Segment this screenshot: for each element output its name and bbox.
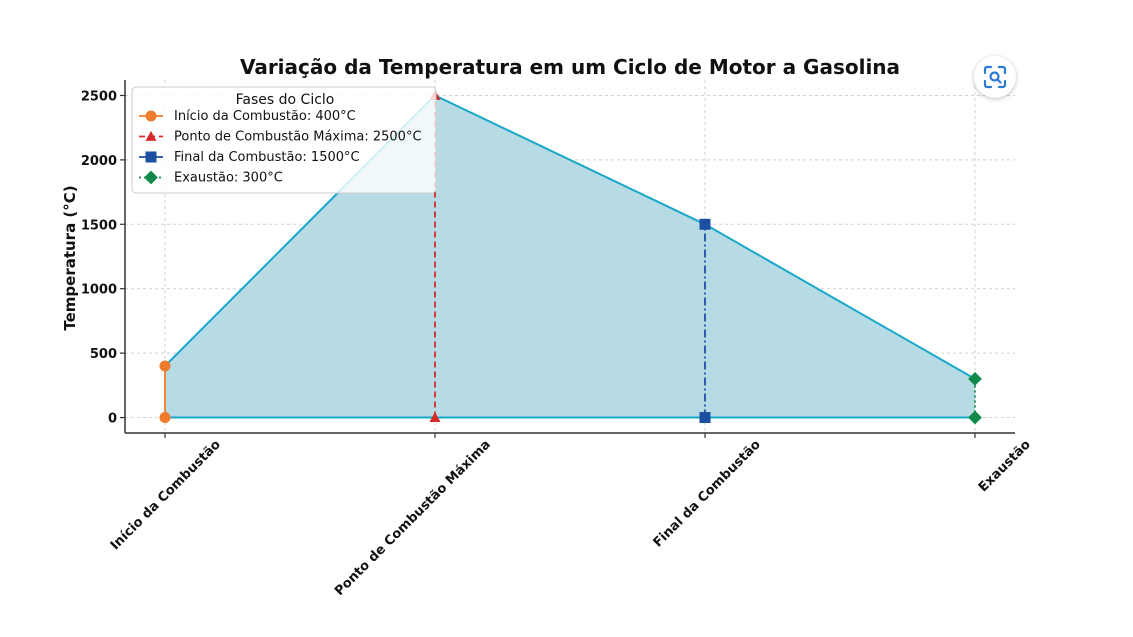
- y-tick-label-4: 2000: [81, 154, 117, 169]
- phase-marker-base-2: [699, 412, 711, 424]
- lens-search-button[interactable]: [974, 56, 1016, 98]
- lens-search-icon: [983, 65, 1007, 89]
- legend-entry-2: Final da Combustão: 1500°C: [174, 150, 360, 165]
- chart-title: Variação da Temperatura em um Ciclo de M…: [240, 55, 900, 79]
- legend-entry-3: Exaustão: 300°C: [174, 171, 283, 186]
- legend-entries: Início da Combustão: 400°C Ponto de Combu…: [139, 109, 422, 186]
- marker-layer: [159, 89, 982, 425]
- phase-marker-top-2: [699, 218, 711, 230]
- legend-marker-2: [145, 151, 157, 163]
- y-tick-label-0: 0: [108, 412, 117, 427]
- phase-marker-base-1: [429, 412, 441, 422]
- axes-layer: [124, 80, 1015, 434]
- y-tick-label-3: 1500: [81, 218, 117, 233]
- legend-entry-0: Início da Combustão: 400°C: [174, 109, 356, 124]
- legend-entry-1: Ponto de Combustão Máxima: 2500°C: [174, 130, 422, 145]
- x-tick-label-0: Início da Combustão: [108, 437, 224, 553]
- legend-marker-1: [145, 131, 157, 141]
- phase-marker-top-0: [159, 360, 171, 372]
- x-tick-label-1: Ponto de Combustão Máxima: [332, 437, 494, 599]
- y-tick-label-5: 2500: [81, 89, 117, 104]
- y-axis-label: Temperatura (°C): [61, 185, 79, 330]
- x-tick-label-2: Final da Combustão: [651, 437, 764, 550]
- phase-marker-top-3: [968, 372, 982, 386]
- temperature-line: [164, 94, 976, 380]
- legend: Fases do Ciclo Início da Combustão: 400°…: [131, 86, 437, 194]
- legend-title: Fases do Ciclo: [236, 92, 335, 108]
- legend-marker-0: [145, 110, 157, 122]
- legend-box: [131, 86, 437, 194]
- y-tick-label-1: 500: [90, 347, 117, 362]
- phase-marker-base-3: [968, 410, 982, 425]
- x-tick-label-3: Exaustão: [976, 437, 1034, 495]
- y-tick-label-2: 1000: [81, 283, 117, 298]
- legend-marker-3: [144, 170, 158, 185]
- phase-marker-base-0: [159, 412, 171, 424]
